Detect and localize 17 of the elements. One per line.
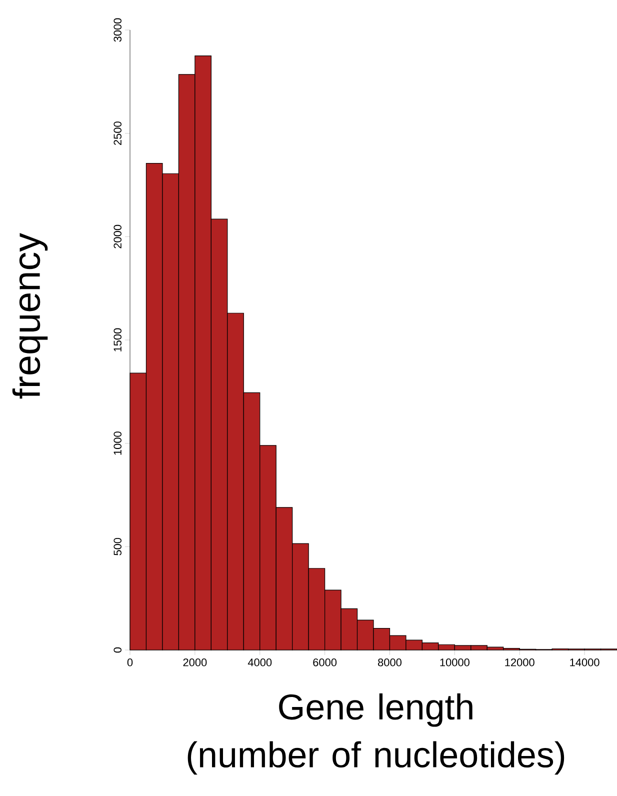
y-axis-title: frequency bbox=[12, 232, 48, 399]
y-tick-label: 0 bbox=[114, 647, 122, 653]
y-tick-label: 500 bbox=[114, 538, 122, 556]
y-tick-label: 1000 bbox=[114, 432, 122, 455]
y-tick-label: 1500 bbox=[114, 328, 122, 352]
x-axis-title: Gene length (number of nucleotides) bbox=[188, 693, 564, 775]
y-tick-label: 2000 bbox=[114, 224, 122, 248]
x-tick-label: 6000 bbox=[313, 658, 337, 666]
y-tick-label: 3000 bbox=[114, 18, 122, 42]
y-tick-label: 2500 bbox=[114, 122, 122, 145]
x-tick-label: 8000 bbox=[378, 658, 402, 666]
x-tick-label: 12000 bbox=[505, 658, 534, 666]
x-tick-label: 0 bbox=[127, 658, 133, 666]
x-tick-label: 2000 bbox=[183, 658, 207, 666]
x-tick-label: 14000 bbox=[570, 658, 600, 666]
x-tick-label: 4000 bbox=[248, 658, 272, 666]
x-tick-label: 10000 bbox=[440, 658, 470, 666]
